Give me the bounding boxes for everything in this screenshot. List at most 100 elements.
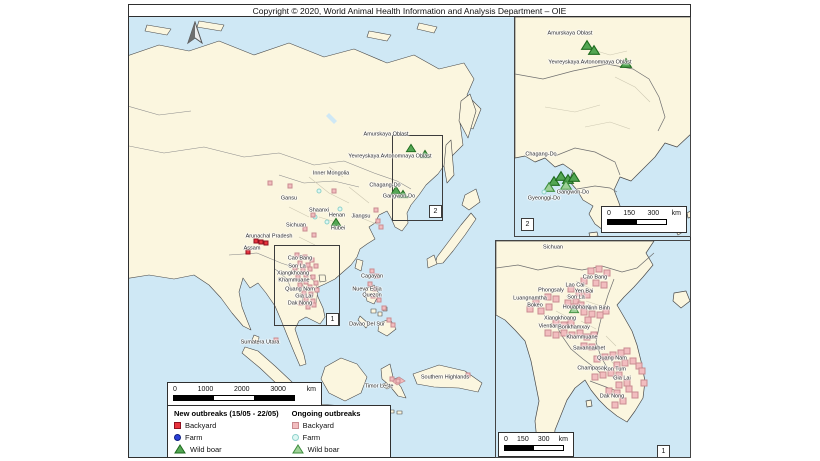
scale-tick: 0 [173,386,177,393]
marker-ongoing-backyard [375,218,381,224]
marker-ongoing-backyard [596,311,604,319]
marker-ongoing-wild-boar [559,179,573,191]
north-arrow-icon [185,20,205,52]
marker-ongoing-backyard [381,305,387,311]
place-label: Son La [567,294,585,301]
marker-new-backyard [253,238,259,244]
scalebar-bar [504,445,564,451]
marker-ongoing-backyard [273,337,279,343]
marker-ongoing-backyard [311,302,317,308]
main-scalebar: 0 1000 2000 3000 km [167,382,322,408]
marker-ongoing-backyard [621,359,629,367]
place-label: Yevreyskaya Avtonomnaya Oblast [348,153,432,160]
scalebar-bar [607,219,667,225]
marker-ongoing-backyard [615,381,623,389]
marker-new-backyard [258,239,264,245]
place-label: Luangnamtha [513,295,547,302]
legend-item-new-wild-boar: Wild boar [174,443,279,455]
marker-ongoing-backyard [307,284,313,290]
marker-ongoing-backyard [588,343,596,351]
marker-ongoing-backyard [373,207,379,213]
place-label: Quang Nam [285,286,315,293]
inset-vietnam-scalebar: 0 150 300 km [498,432,574,457]
marker-ongoing-backyard [292,265,298,271]
scale-unit: km [558,436,568,443]
place-label: Khammuane [278,277,310,284]
new-wild-boar-swatch-icon [174,444,186,454]
place-label: Davao Del Sur [349,321,385,328]
marker-ongoing-backyard [297,260,303,266]
place-label: Southern Highlands [420,374,470,381]
marker-ongoing-backyard [583,291,591,299]
place-label: Timor Leste [364,383,394,390]
place-label: Yen Bai [574,288,594,295]
legend-item-new-farm: Farm [174,431,279,443]
marker-ongoing-farm [316,188,322,194]
marker-ongoing-backyard [537,307,545,315]
place-label: Sichuan [286,222,306,229]
marker-ongoing-backyard [588,310,596,318]
place-label: Inner Mongolia [312,170,350,177]
place-label: Amurskaya Oblast [363,131,409,138]
inset-number-badge: 2 [429,205,442,218]
marker-ongoing-backyard [389,376,395,382]
marker-new-wild-boar [390,185,402,195]
new-farm-swatch-icon [174,433,181,441]
marker-ongoing-backyard [568,331,576,339]
marker-ongoing-backyard [615,371,623,379]
marker-ongoing-backyard [599,371,607,379]
marker-ongoing-backyard [629,357,637,365]
legend-new-header: New outbreaks (15/05 - 22/05) [174,409,279,418]
marker-new-wild-boar [587,44,601,56]
marker-ongoing-backyard [567,285,575,293]
marker-ongoing-backyard [613,389,621,397]
marker-ongoing-backyard [640,379,648,387]
marker-ongoing-backyard [313,263,319,269]
marker-new-wild-boar [547,175,561,187]
place-label: Quang Nam [597,355,627,362]
place-label: Assam [243,245,261,252]
marker-ongoing-backyard [601,353,609,361]
marker-ongoing-backyard [580,277,588,285]
inset-extent-box [274,245,340,326]
marker-ongoing-backyard [331,188,337,194]
marker-ongoing-backyard [298,300,304,306]
legend-item-ongoing-farm: Farm [291,431,361,443]
place-label: Vientiane [538,323,562,330]
marker-ongoing-backyard [526,305,534,313]
marker-ongoing-backyard [600,281,608,289]
marker-ongoing-backyard [544,293,552,301]
new-backyard-swatch-icon [174,421,181,429]
marker-ongoing-backyard [303,279,309,285]
marker-ongoing-backyard [619,397,627,405]
marker-ongoing-backyard [302,226,308,232]
ongoing-backyard-swatch-icon [291,421,299,429]
marker-ongoing-backyard [297,282,303,288]
place-label: Xiangkhoang [276,270,310,277]
marker-ongoing-backyard [609,351,617,359]
legend-item-label: Backyard [302,420,334,430]
scale-tick: 0 [504,436,508,443]
marker-ongoing-backyard [576,329,584,337]
marker-ongoing-backyard [369,268,375,274]
scale-tick: 300 [647,210,660,217]
place-label: Jiangsu [351,213,371,220]
place-label: Xiangkhoang [543,315,577,322]
inset-korea-scalebar: 0 150 300 km [601,206,687,233]
marker-ongoing-backyard [613,361,621,369]
ongoing-wild-boar-swatch-icon [291,444,304,454]
place-label: Dak Nong [287,300,313,307]
marker-ongoing-backyard [580,342,588,350]
marker-ongoing-backyard [544,329,552,337]
marker-ongoing-backyard [577,301,585,309]
marker-ongoing-backyard [370,293,376,299]
place-label: Cao Bang [287,255,313,262]
marker-ongoing-backyard [605,387,613,395]
marker-ongoing-farm [324,219,330,225]
marker-ongoing-backyard [638,367,646,375]
marker-ongoing-backyard [301,290,307,296]
place-label: Amurskaya Oblast [547,30,593,37]
marker-ongoing-backyard [584,316,592,324]
legend-ongoing-column: Ongoing outbreaks Backyard Farm Wild boa… [291,409,361,454]
